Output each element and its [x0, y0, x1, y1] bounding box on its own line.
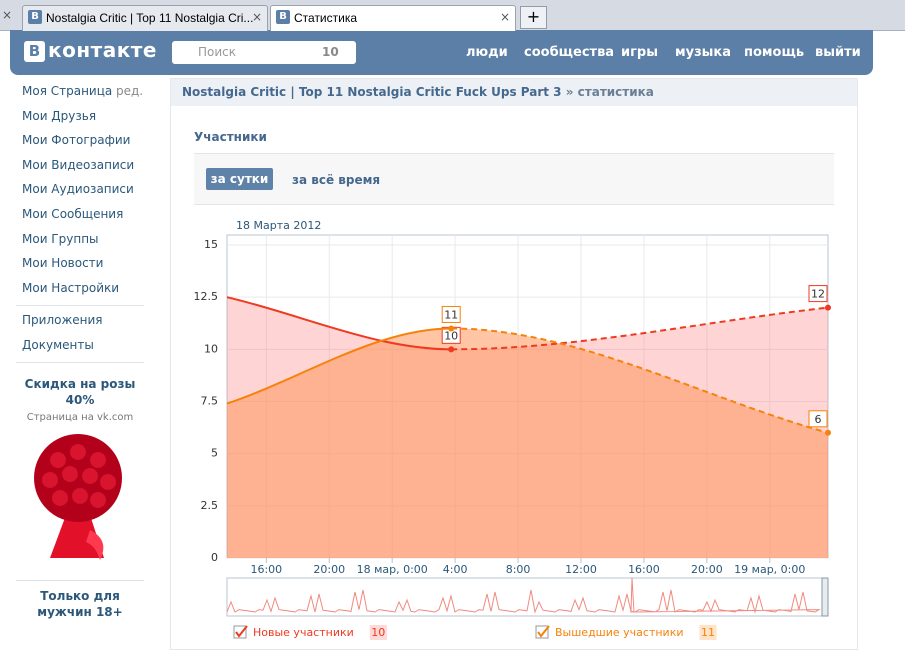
breadcrumb-group[interactable]: Nostalgia Critic | Top 11 Nostalgia Crit… — [182, 85, 562, 99]
tab[interactable]: за всё время — [292, 173, 381, 187]
menu-item[interactable]: Мои Сообщения — [22, 207, 124, 221]
logo[interactable]: контакте — [48, 38, 157, 62]
separator — [16, 362, 144, 363]
nav-link[interactable]: помощь — [744, 45, 805, 60]
menu-item[interactable]: Приложения — [22, 313, 103, 327]
tab-active[interactable]: за сутки — [206, 168, 273, 190]
menu-item[interactable]: Мои Настройки — [22, 280, 120, 295]
ad-image[interactable] — [28, 430, 128, 566]
menu-item[interactable]: Мои Аудиозаписи — [22, 182, 134, 197]
ad-title[interactable]: Только для мужчин 18+ — [37, 589, 123, 619]
separator — [16, 305, 144, 306]
menu-item[interactable]: Моя Страница — [22, 84, 113, 98]
tab[interactable] — [22, 5, 268, 31]
ad-title[interactable]: Скидка на розы 40% — [24, 377, 136, 407]
header — [10, 30, 873, 75]
tab-icon: В — [28, 10, 42, 24]
new-tab[interactable]: + — [520, 6, 547, 29]
tab[interactable] — [270, 5, 516, 31]
tab-title[interactable]: Nostalgia Critic | Top 11 Nostalgia Cri.… — [46, 11, 254, 25]
menu-item[interactable]: Мои Фотографии — [22, 133, 131, 148]
ad-subtitle: Страница на vk.com — [26, 412, 134, 423]
search-placeholder[interactable]: Поиск — [198, 45, 237, 59]
nav-link[interactable]: люди — [466, 45, 508, 60]
section-title: Участники — [194, 130, 267, 144]
search-box[interactable] — [172, 41, 356, 64]
tab-icon: В — [276, 10, 290, 24]
breadcrumb-bar — [171, 79, 857, 106]
separator — [16, 580, 144, 581]
menu-item[interactable]: Мои Новости — [22, 256, 104, 271]
tab-close[interactable]: × — [500, 10, 511, 24]
nav-link[interactable]: сообщества — [524, 45, 615, 60]
menu-item[interactable]: Мои Видеозаписи — [22, 157, 135, 172]
menu-item[interactable]: Мои Группы — [22, 231, 99, 246]
tab-close[interactable]: × — [2, 8, 13, 22]
tab-close[interactable]: × — [252, 10, 263, 24]
nav-link[interactable]: музыка — [675, 45, 732, 60]
menu-item[interactable]: Документы — [22, 338, 94, 352]
logo-icon[interactable]: В — [24, 41, 45, 62]
breadcrumb-page: » статистика — [565, 85, 654, 99]
tabs-bar — [194, 153, 834, 205]
search-count: 10 — [322, 45, 339, 59]
tab-title[interactable]: Статистика — [294, 11, 358, 25]
nav-link[interactable]: игры — [621, 45, 658, 60]
menu-item[interactable]: Мои Друзья — [22, 108, 97, 123]
breadcrumb: Nostalgia Critic | Top 11 Nostalgia Crit… — [182, 85, 654, 99]
edit-link[interactable]: ред. — [116, 84, 144, 98]
nav-link[interactable]: выйти — [815, 45, 861, 60]
